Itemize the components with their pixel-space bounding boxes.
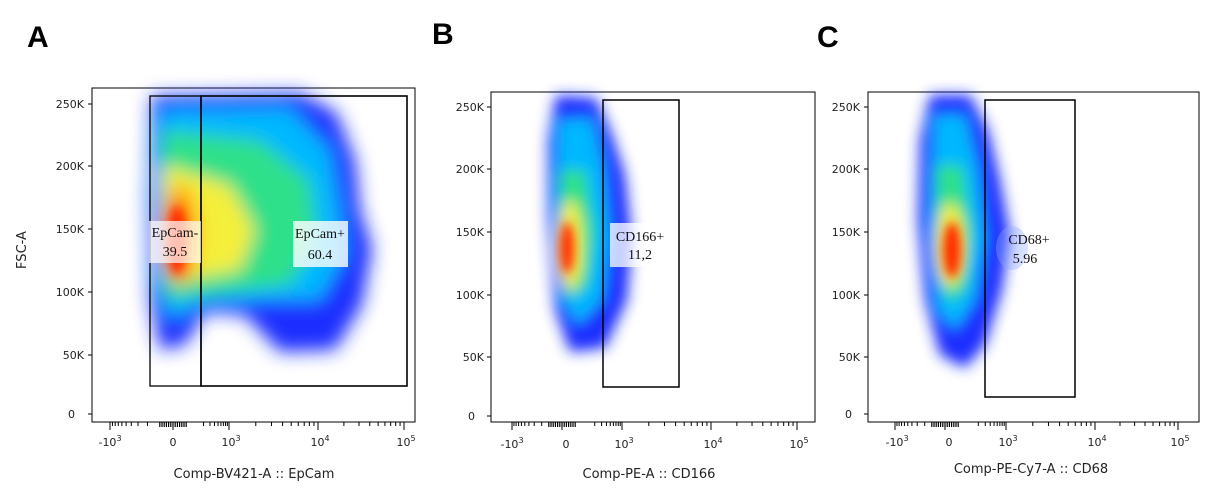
- y-axis-a: 250K 200K 150K 100K 50K 0: [56, 98, 92, 421]
- x-tick-label-1e4: 104: [703, 436, 722, 451]
- x-tick-label-neg: -103: [885, 434, 908, 449]
- y-tick-label: 250K: [456, 101, 485, 114]
- gate-name-cd166-pos: CD166+: [616, 230, 664, 245]
- x-tick-label-1e4: 104: [1087, 434, 1106, 449]
- y-tick-label: 0: [468, 410, 475, 423]
- y-axis-title-a: FSC-A: [15, 231, 30, 269]
- x-tick-label-1e5: 105: [396, 434, 415, 449]
- y-tick-label: 100K: [832, 289, 861, 302]
- y-tick-label: 250K: [832, 101, 861, 114]
- x-axis-title-a: Comp-BV421-A :: EpCam: [174, 467, 335, 482]
- y-axis-b: 250K 200K 150K 100K 50K 0: [456, 101, 491, 423]
- x-tick-label-1e3: 103: [614, 436, 633, 451]
- y-tick-label: 200K: [56, 160, 85, 173]
- x-tick-label-zero: 0: [170, 436, 177, 449]
- x-axis-b: -103 0 103 104 105: [500, 422, 809, 451]
- gate-label-cd68-pos: CD68+ 5.96: [996, 226, 1050, 270]
- y-tick-label: 100K: [456, 289, 485, 302]
- x-tick-labels-a: -103 0 103 104 105: [98, 434, 415, 449]
- gate-name-cd68-pos: CD68+: [1008, 233, 1049, 248]
- y-tick-label: 150K: [56, 223, 85, 236]
- x-tick-label-zero: 0: [563, 438, 570, 451]
- y-tick-label: 50K: [63, 349, 85, 362]
- x-tick-label-1e5: 105: [789, 436, 808, 451]
- y-tick-label: 150K: [832, 226, 861, 239]
- x-axis-c: -103 0 103 104 105: [885, 422, 1190, 449]
- x-tick-labels-b: -103 0 103 104 105: [500, 436, 808, 451]
- density-plot-c: [918, 95, 1010, 368]
- x-tick-label-zero: 0: [946, 436, 953, 449]
- y-tick-label: 0: [845, 408, 852, 421]
- gate-value-cd68-pos: 5.96: [1013, 252, 1038, 267]
- gate-value-cd166-pos: 11,2: [628, 248, 652, 263]
- gate-name-epcam-neg: EpCam-: [152, 226, 199, 241]
- panel-letter-a: A: [27, 21, 49, 54]
- x-axis-title-b: Comp-PE-A :: CD166: [583, 467, 716, 482]
- x-tick-labels-c: -103 0 103 104 105: [885, 434, 1189, 449]
- y-tick-label: 200K: [832, 163, 861, 176]
- y-tick-label: 0: [68, 408, 75, 421]
- y-tick-label: 50K: [839, 351, 861, 364]
- panel-a: A FSC-A EpCam- 39.5: [15, 21, 416, 482]
- panel-letter-c: C: [817, 21, 839, 54]
- gate-name-epcam-pos: EpCam+: [295, 227, 345, 242]
- y-tick-label: 50K: [463, 351, 485, 364]
- x-tick-label-neg: -103: [500, 436, 523, 451]
- x-axis-a: -103 0 103 104 105: [98, 422, 416, 449]
- y-axis-c: 250K 200K 150K 100K 50K 0: [832, 101, 868, 421]
- panel-letter-b: B: [432, 18, 454, 51]
- y-tick-label: 200K: [456, 163, 485, 176]
- gate-value-epcam-pos: 60.4: [308, 248, 333, 263]
- panel-c: C CD68+ 5.96 250K 200K 150K: [817, 21, 1200, 477]
- gate-cd166-pos: [602, 99, 680, 388]
- gate-value-epcam-neg: 39.5: [163, 245, 188, 260]
- x-tick-label-neg: -103: [98, 434, 121, 449]
- panel-b: B CD166+ 11,2 250K 200K 150K: [432, 18, 816, 482]
- y-tick-label: 150K: [456, 226, 485, 239]
- gate-label-cd166-pos: CD166+ 11,2: [610, 223, 670, 267]
- gate-label-epcam-pos: EpCam+ 60.4: [293, 221, 348, 267]
- x-axis-title-c: Comp-PE-Cy7-A :: CD68: [954, 462, 1108, 477]
- gate-label-epcam-neg: EpCam- 39.5: [149, 221, 201, 263]
- x-tick-label-1e5: 105: [1170, 434, 1189, 449]
- x-tick-label-1e4: 104: [310, 434, 329, 449]
- x-tick-label-1e3: 103: [998, 434, 1017, 449]
- y-tick-label: 100K: [56, 286, 85, 299]
- y-tick-label: 250K: [56, 98, 85, 111]
- density-plot-b: [548, 95, 632, 352]
- x-tick-label-1e3: 103: [221, 434, 240, 449]
- gate-cd68-pos: [984, 99, 1076, 398]
